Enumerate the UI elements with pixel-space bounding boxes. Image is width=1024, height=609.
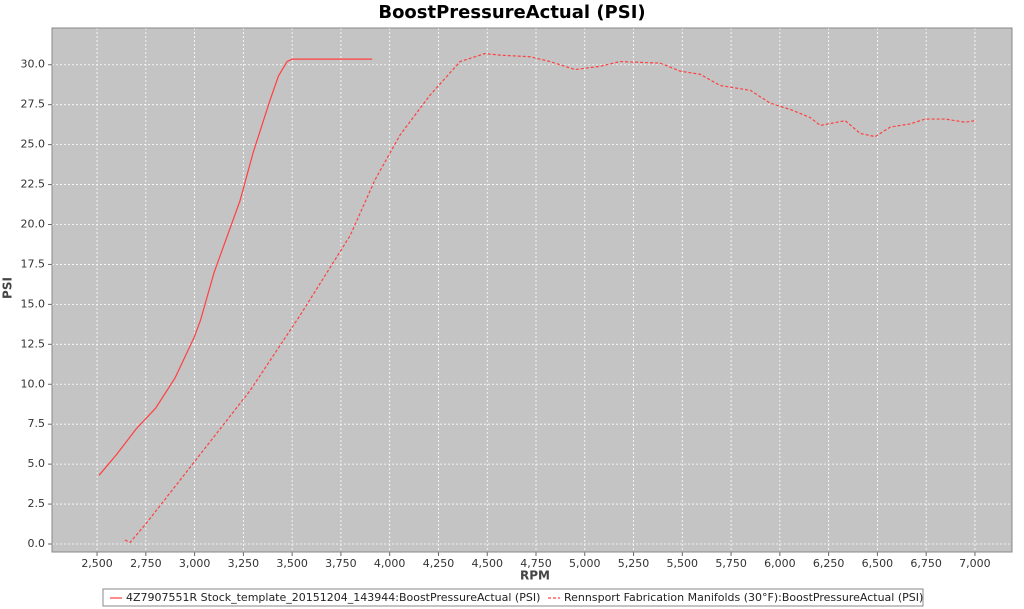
plot-area [52, 28, 1012, 552]
plot-border [51, 27, 1013, 553]
x-tick-label: 6,750 [910, 557, 942, 570]
x-tick-label: 7,000 [959, 557, 991, 570]
y-tick-label: 22.5 [21, 178, 46, 191]
x-tick-label: 5,250 [618, 557, 650, 570]
x-axis-title: RPM [520, 569, 550, 583]
legend-label: 4Z7907551R Stock_template_20151204_14394… [126, 591, 540, 604]
y-tick-label: 0.0 [28, 537, 46, 550]
x-tick-label: 6,500 [862, 557, 894, 570]
y-tick-label: 20.0 [21, 218, 46, 231]
x-tick-label: 4,750 [520, 557, 552, 570]
data-line [124, 52, 976, 544]
y-axis-title: PSI [1, 277, 15, 299]
x-tick-label: 2,500 [81, 557, 113, 570]
y-tick-label: 25.0 [21, 138, 46, 151]
y-tick-label: 7.5 [28, 417, 46, 430]
x-tick-label: 5,000 [569, 557, 601, 570]
legend-label: Rennsport Fabrication Manifolds (30°F):B… [564, 591, 923, 604]
y-tick-label: 30.0 [21, 58, 46, 71]
chart-title: BoostPressureActual (PSI) [378, 2, 645, 23]
x-tick-label: 4,500 [471, 557, 503, 570]
x-tick-label: 6,000 [764, 557, 796, 570]
y-tick-label: 17.5 [21, 257, 46, 270]
y-tick-label: 15.0 [21, 297, 46, 310]
x-tick-label: 4,000 [374, 557, 406, 570]
data-line [98, 58, 373, 476]
x-tick-label: 3,250 [228, 557, 260, 570]
x-tick-label: 3,750 [325, 557, 357, 570]
x-tick-label: 4,250 [423, 557, 455, 570]
y-tick-label: 27.5 [21, 98, 46, 111]
y-tick-label: 10.0 [21, 377, 46, 390]
x-tick-label: 6,250 [813, 557, 845, 570]
x-tick-label: 3,500 [276, 557, 308, 570]
y-tick-label: 12.5 [21, 337, 46, 350]
x-tick-label: 3,000 [179, 557, 211, 570]
x-tick-label: 5,750 [715, 557, 747, 570]
y-tick-label: 5.0 [28, 457, 46, 470]
legend [102, 588, 924, 607]
x-tick-label: 5,500 [667, 557, 699, 570]
x-tick-label: 2,750 [130, 557, 162, 570]
y-tick-label: 2.5 [28, 497, 46, 510]
